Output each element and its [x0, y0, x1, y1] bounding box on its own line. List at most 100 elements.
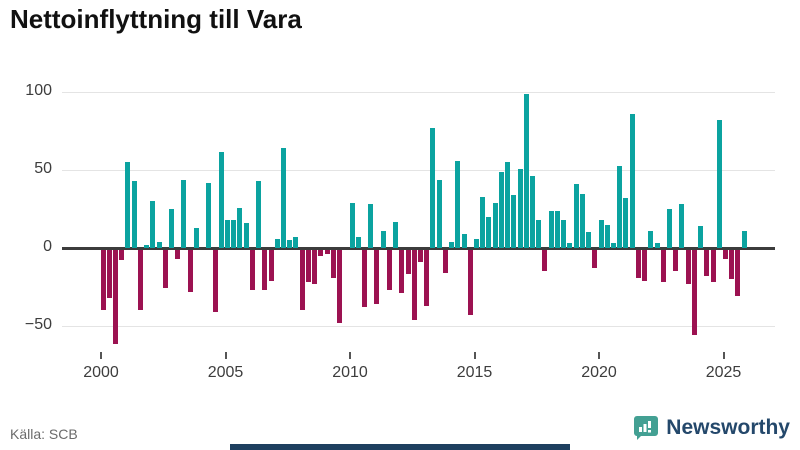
- bar-2007-q4: [293, 237, 299, 248]
- x-tick-label-2025: 2025: [705, 364, 742, 381]
- bar-2022-q3: [660, 249, 666, 283]
- bar-2025-q4: [741, 230, 747, 248]
- bar-2009-q2: [330, 249, 336, 278]
- bar-2023-q2: [679, 204, 685, 248]
- bar-2020-q4: [617, 165, 623, 248]
- y-tick-label--50: −50: [24, 315, 52, 333]
- bar-2023-q3: [685, 249, 691, 284]
- bar-2019-q1: [573, 184, 579, 248]
- bar-2012-q4: [417, 249, 423, 262]
- bar-2014-q1: [449, 241, 455, 248]
- bar-2016-q1: [498, 171, 504, 248]
- bar-2023-q4: [691, 249, 697, 336]
- bar-2006-q3: [262, 249, 268, 290]
- bar-2008-q4: [318, 249, 324, 256]
- bar-2000-q2: [106, 249, 112, 298]
- brand-wordmark: Newsworthy: [666, 416, 790, 439]
- plot-area: [62, 85, 775, 349]
- x-tick-2005: [224, 352, 227, 359]
- bar-2015-q1: [474, 238, 479, 248]
- bar-2019-q3: [586, 232, 592, 248]
- x-tick-2015: [473, 352, 476, 359]
- source-caption: Källa: SCB: [10, 426, 78, 442]
- bar-2021-q2: [629, 114, 635, 248]
- x-tick-label-2005: 2005: [207, 364, 244, 381]
- gridline-50: [62, 170, 775, 172]
- bar-2012-q1: [399, 249, 405, 294]
- bar-2022-q4: [666, 209, 672, 248]
- bar-2007-q3: [287, 240, 293, 248]
- bar-2006-q2: [256, 181, 262, 248]
- bar-2000-q4: [119, 249, 125, 261]
- y-tick-label-100: 100: [25, 82, 52, 100]
- bar-2008-q2: [305, 249, 311, 283]
- bar-2016-q4: [517, 168, 523, 248]
- x-tick-2010: [349, 352, 351, 359]
- bar-2010-q4: [368, 204, 374, 248]
- bar-2003-q3: [187, 249, 193, 292]
- bar-2018-q2: [554, 210, 560, 248]
- bar-2024-q1: [698, 226, 704, 248]
- bar-2020-q3: [610, 243, 616, 248]
- bar-2006-q4: [268, 249, 274, 281]
- bar-2011-q4: [393, 221, 399, 248]
- bar-2019-q4: [592, 249, 598, 269]
- gridline--50: [62, 325, 775, 327]
- chart-title: Nettoinflyttning till Vara: [10, 4, 302, 34]
- bar-2010-q2: [355, 237, 361, 248]
- bar-2018-q4: [567, 243, 573, 248]
- bar-2013-q3: [436, 179, 442, 248]
- bar-2021-q4: [642, 249, 648, 281]
- bar-2014-q3: [461, 233, 467, 248]
- bar-2014-q2: [455, 160, 461, 248]
- bar-2010-q1: [349, 202, 355, 248]
- bar-2002-q3: [162, 249, 168, 289]
- bar-2007-q1: [274, 238, 280, 248]
- bar-2015-q4: [492, 202, 498, 248]
- bar-2021-q1: [623, 198, 629, 248]
- bar-2023-q1: [673, 249, 679, 272]
- bar-2005-q2: [231, 219, 237, 248]
- bar-2006-q1: [249, 249, 255, 290]
- bar-2022-q2: [654, 243, 660, 248]
- bar-2011-q3: [386, 249, 392, 290]
- bar-2002-q1: [150, 201, 156, 248]
- bar-2014-q4: [467, 249, 473, 315]
- bar-2008-q1: [299, 249, 305, 311]
- gridline-100: [62, 92, 775, 94]
- bar-2004-q3: [212, 249, 218, 312]
- bar-2002-q2: [156, 241, 162, 248]
- bar-2016-q3: [511, 195, 517, 248]
- y-tick-label-0: 0: [43, 238, 52, 255]
- x-tick-label-2020: 2020: [581, 364, 617, 381]
- bar-2020-q1: [598, 219, 604, 248]
- bar-2025-q3: [735, 249, 741, 297]
- bar-2018-q1: [548, 210, 554, 248]
- bar-2012-q2: [405, 249, 411, 275]
- bar-2021-q3: [635, 249, 641, 278]
- bar-2015-q2: [480, 196, 486, 248]
- bottom-accent-bar: [230, 444, 570, 450]
- bar-2024-q2: [704, 249, 710, 276]
- bar-2017-q4: [542, 249, 548, 272]
- bar-2022-q1: [648, 230, 654, 248]
- bar-2011-q1: [374, 249, 380, 304]
- bar-2019-q2: [579, 193, 585, 248]
- bar-2003-q4: [193, 227, 199, 248]
- bar-2001-q4: [144, 244, 150, 248]
- y-tick-label-50: 50: [34, 160, 52, 178]
- bar-2024-q3: [710, 249, 716, 283]
- bar-2005-q4: [243, 223, 249, 248]
- bar-2020-q2: [604, 224, 610, 248]
- bar-2017-q1: [523, 93, 529, 248]
- bar-2013-q2: [430, 128, 436, 248]
- bar-2003-q2: [181, 179, 187, 248]
- bar-2013-q4: [442, 249, 448, 273]
- bar-2017-q3: [536, 219, 542, 248]
- bar-2018-q3: [561, 219, 567, 248]
- bar-2004-q4: [218, 151, 224, 248]
- bar-2002-q4: [168, 209, 174, 248]
- bar-2000-q3: [112, 249, 118, 345]
- bar-2016-q2: [505, 162, 511, 248]
